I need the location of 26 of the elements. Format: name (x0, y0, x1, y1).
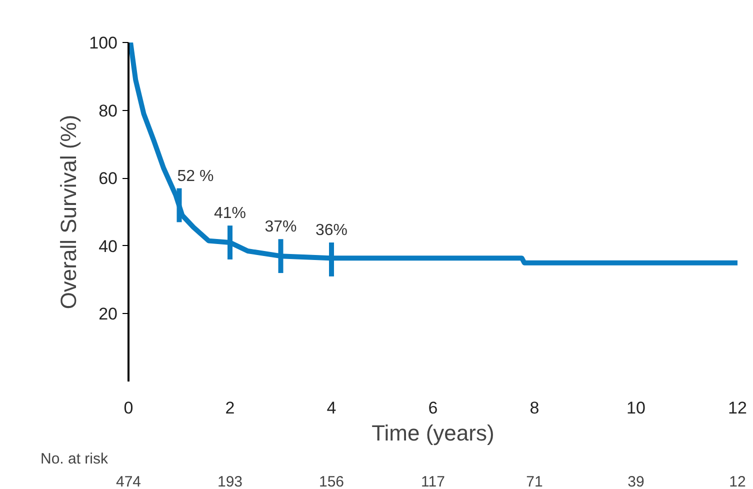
x-tick-label: 0 (124, 398, 134, 418)
text: No. at risk (40, 450, 109, 468)
y-tick-label: 100 (89, 34, 118, 52)
x-tick-label: 12 (728, 398, 747, 418)
text: 117 (421, 474, 445, 489)
text: 71 (526, 474, 543, 489)
text: 474 (116, 474, 142, 489)
x-tick-label: 4 (326, 398, 336, 418)
y-tick-label: 20 (98, 304, 118, 324)
text: 12 (729, 474, 746, 489)
y-tick-label: 40 (98, 236, 118, 256)
text: 39 (628, 474, 644, 489)
x-tick-label: 6 (428, 398, 438, 418)
annotation: 36% (315, 222, 348, 240)
text: 193 (217, 474, 243, 489)
y-tick-label: 80 (98, 101, 118, 120)
annotation: 52 % (177, 168, 214, 185)
x-tick-label: 10 (626, 398, 646, 418)
x-axis-title: Time (years) (372, 420, 494, 446)
text: 156 (318, 474, 344, 489)
y-axis-title: Overall Survival (%) (56, 114, 82, 310)
x-tick-label: 8 (530, 398, 540, 418)
x-tick-label: 2 (225, 398, 235, 418)
annotation: 37% (264, 218, 297, 236)
y-tick-label: 60 (98, 169, 118, 188)
annotation: 41% (214, 205, 246, 222)
